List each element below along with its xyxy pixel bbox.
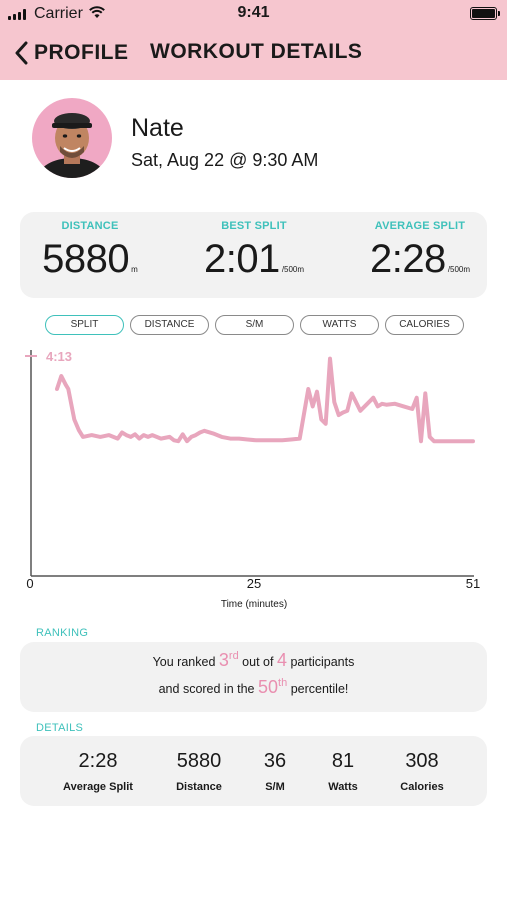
summary-card: DISTANCE 5880 m BEST SPLIT 2:01 /500m AV… bbox=[20, 212, 487, 298]
detail-watts: 81 Watts bbox=[328, 750, 358, 793]
details-section-label: DETAILS bbox=[36, 722, 84, 734]
best-split-stat: BEST SPLIT 2:01 /500m bbox=[184, 212, 324, 282]
tab-distance[interactable]: DISTANCE bbox=[130, 315, 209, 335]
average-split-unit: /500m bbox=[447, 265, 471, 274]
detail-distance: 5880 Distance bbox=[176, 750, 222, 793]
signal-icon bbox=[8, 9, 26, 20]
split-series-line bbox=[55, 356, 475, 444]
clock: 9:41 bbox=[237, 4, 270, 21]
distance-value: 5880 bbox=[42, 237, 130, 281]
tab-split[interactable]: SPLIT bbox=[45, 315, 124, 335]
status-bar: Carrier 9:41 bbox=[0, 0, 507, 28]
back-button[interactable]: PROFILE bbox=[14, 38, 129, 68]
distance-label: DISTANCE bbox=[61, 220, 119, 232]
battery-icon bbox=[470, 7, 497, 20]
x-axis-label: Time (minutes) bbox=[221, 599, 287, 610]
y-tick-label: 4:13 bbox=[46, 349, 72, 364]
wifi-icon bbox=[89, 6, 105, 18]
details-card: 2:28 Average Split 5880 Distance 36 S/M … bbox=[20, 736, 487, 806]
average-split-label: AVERAGE SPLIT bbox=[374, 220, 466, 232]
detail-strokes-per-minute: 36 S/M bbox=[263, 750, 287, 793]
best-split-label: BEST SPLIT bbox=[221, 220, 287, 232]
metric-tabs: SPLIT DISTANCE S/M WATTS CALORIES bbox=[45, 315, 464, 335]
x-tick-label-mid: 25 bbox=[247, 576, 261, 591]
ranking-card: You ranked 3rd out of 4 participants and… bbox=[20, 642, 487, 712]
average-split-stat: AVERAGE SPLIT 2:28 /500m bbox=[350, 212, 490, 282]
percentile-value: 50th bbox=[258, 677, 288, 697]
best-split-value: 2:01 bbox=[203, 237, 280, 281]
best-split-unit: /500m bbox=[281, 265, 305, 274]
workout-date: Sat, Aug 22 @ 9:30 AM bbox=[131, 150, 319, 170]
ranking-line-1: You ranked 3rd out of 4 participants bbox=[152, 650, 355, 670]
page-title: WORKOUT DETAILS bbox=[150, 40, 363, 63]
detail-average-split: 2:28 Average Split bbox=[63, 750, 133, 793]
average-split-value: 2:28 bbox=[369, 237, 446, 281]
tab-strokes-per-minute[interactable]: S/M bbox=[215, 315, 294, 335]
participants-count: 4 bbox=[276, 650, 287, 670]
split-chart: 4:13 0 25 51 Time (minutes) bbox=[25, 349, 480, 610]
chevron-left-icon bbox=[15, 41, 28, 65]
distance-stat: DISTANCE 5880 m bbox=[20, 212, 160, 282]
ranking-line-2: and scored in the 50th percentile! bbox=[158, 677, 349, 697]
x-tick-label-end: 51 bbox=[466, 576, 480, 591]
ranking-section-label: RANKING bbox=[36, 627, 89, 639]
tab-calories[interactable]: CALORIES bbox=[385, 315, 464, 335]
nav-header: Carrier 9:41 PROFILE WORKOUT DETAILS bbox=[0, 0, 507, 80]
back-label: PROFILE bbox=[34, 41, 129, 64]
rank-value: 3rd bbox=[218, 650, 239, 670]
carrier-label: Carrier bbox=[34, 5, 83, 22]
detail-calories: 308 Calories bbox=[400, 750, 444, 793]
tab-watts[interactable]: WATTS bbox=[300, 315, 379, 335]
user-name: Nate bbox=[131, 114, 184, 142]
avatar bbox=[32, 98, 112, 178]
distance-unit: m bbox=[131, 265, 138, 274]
x-tick-label-start: 0 bbox=[26, 576, 33, 591]
